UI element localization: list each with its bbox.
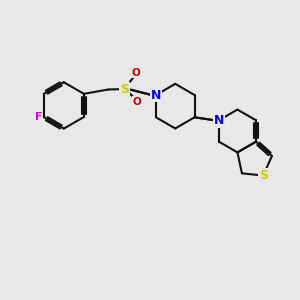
Text: S: S (259, 169, 268, 182)
Text: F: F (34, 112, 42, 122)
Text: S: S (120, 82, 129, 96)
Text: O: O (133, 97, 142, 106)
Text: N: N (214, 114, 224, 127)
Text: N: N (214, 114, 224, 127)
Text: N: N (151, 88, 161, 101)
Text: N: N (151, 88, 161, 101)
Text: O: O (132, 68, 140, 78)
